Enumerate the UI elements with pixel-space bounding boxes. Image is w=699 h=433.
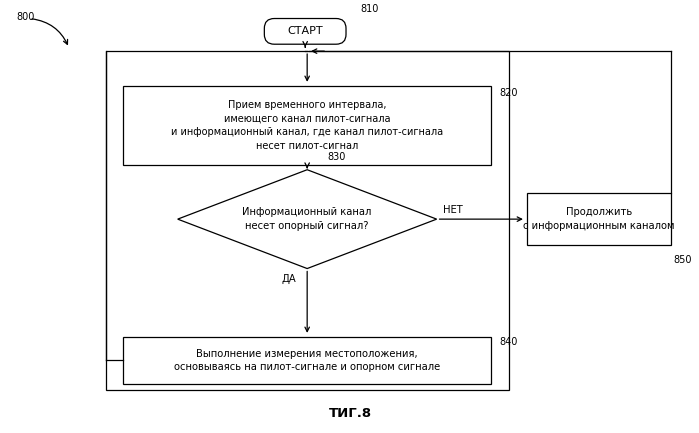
Text: Выполнение измерения местоположения,
основываясь на пилот-сигнале и опорном сигн: Выполнение измерения местоположения, осн… [174, 349, 440, 372]
Polygon shape [178, 170, 437, 268]
Text: ΤИГ.8: ΤИГ.8 [329, 407, 372, 420]
Text: 850: 850 [673, 255, 692, 265]
Bar [106, 51, 510, 390]
Text: ДА: ДА [282, 274, 296, 284]
Text: НЕТ: НЕТ [442, 205, 462, 215]
Text: Прием временного интервала,
имеющего канал пилот-сигнала
и информационный канал,: Прием временного интервала, имеющего кан… [171, 100, 443, 151]
Text: 800: 800 [16, 12, 35, 22]
Text: 820: 820 [499, 88, 518, 98]
Text: 830: 830 [327, 152, 345, 162]
Bar [123, 86, 491, 165]
Text: Информационный канал
несет опорный сигнал?: Информационный канал несет опорный сигна… [243, 207, 372, 231]
Bar [123, 337, 491, 384]
Text: СТАРТ: СТАРТ [287, 26, 323, 36]
FancyBboxPatch shape [264, 19, 346, 44]
Text: Продолжить
с информационным каналом: Продолжить с информационным каналом [524, 207, 675, 231]
Text: 810: 810 [360, 3, 378, 13]
Text: 840: 840 [499, 337, 518, 347]
Bar [527, 194, 671, 245]
